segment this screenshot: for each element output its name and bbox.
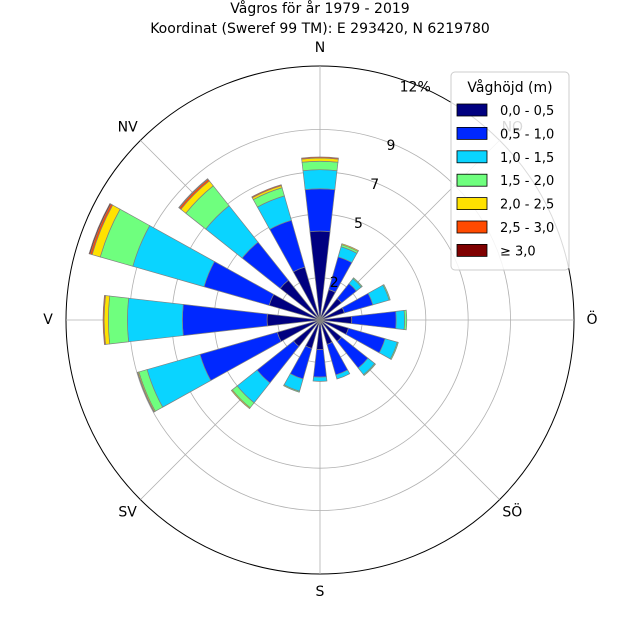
bar-sector-7-bin-2 — [335, 369, 351, 380]
bar-sector-3-bin-3 — [382, 284, 391, 301]
direction-label: SÖ — [502, 502, 522, 520]
legend-swatch — [456, 220, 488, 234]
direction-label: SV — [118, 504, 137, 520]
radial-tick-labels: 2 5 7 9 12% — [330, 79, 431, 291]
legend-items: 0,0 - 0,5 0,5 - 1,0 1,0 - 1,5 1,5 - 2,0 2,0 … — [456, 103, 554, 259]
direction-label: NV — [118, 120, 138, 136]
bar-sector-0-bin-5 — [301, 156, 339, 160]
chart-title-line1: Vågros för år 1979 - 2019 — [230, 0, 409, 17]
legend-swatch — [456, 127, 488, 140]
bar-sector-1-bin-4 — [341, 243, 359, 252]
bar-sector-8-bin-2 — [312, 376, 328, 382]
legend-box — [450, 71, 570, 271]
legend-swatch — [456, 197, 488, 211]
radial-tick-label: 2 — [330, 275, 339, 291]
bar-sector-0-bin-3 — [301, 160, 339, 172]
bar-sector-12-bin-3 — [107, 295, 130, 345]
bar-sector-6-bin-3 — [362, 362, 376, 376]
bar-sector-4-bin-3 — [403, 309, 408, 331]
legend-swatch — [456, 150, 488, 164]
radial-tick-label: 7 — [370, 177, 379, 193]
bar-sector-0-bin-2 — [302, 169, 338, 190]
radial-tick-label: 5 — [354, 216, 363, 232]
legend-title: Våghöjd (m) — [467, 79, 552, 96]
legend-label: 2,0 - 2,5 — [500, 198, 554, 213]
legend-label: 1,5 - 2,0 — [500, 174, 554, 189]
bar-sector-5-bin-3 — [389, 341, 399, 360]
legend: Våghöjd (m) 0,0 - 0,5 0,5 - 1,0 1,0 - 1,5 1… — [450, 71, 570, 271]
direction-label: V — [43, 312, 53, 328]
direction-label: S — [316, 584, 325, 600]
sector-bars — [88, 156, 408, 413]
legend-label: ≥ 3,0 — [500, 244, 536, 259]
radial-tick-label: 12% — [400, 79, 431, 95]
legend-swatch — [456, 103, 488, 117]
bar-sector-4-bin-2 — [395, 310, 406, 330]
bar-sector-15-bin-5 — [251, 184, 282, 199]
legend-label: 0,5 - 1,0 — [500, 127, 554, 142]
bar-sector-11-bin-5 — [136, 371, 155, 413]
bar-sector-10-bin-4 — [230, 389, 251, 410]
legend-swatch — [456, 173, 488, 187]
bar-sector-2-bin-3 — [352, 277, 363, 288]
legend-swatch — [456, 243, 488, 257]
bar-sector-0-bin-1 — [304, 188, 336, 233]
legend-label: 0,0 - 0,5 — [500, 104, 554, 119]
bar-sector-13-bin-6 — [88, 203, 112, 255]
bar-sector-14-bin-6 — [178, 178, 209, 209]
legend-label: 2,5 - 3,0 — [500, 221, 554, 236]
legend-label: 1,0 - 1,5 — [500, 151, 554, 166]
direction-label: Ö — [586, 310, 597, 328]
bar-sector-12-bin-1 — [182, 304, 268, 336]
radial-tick-label: 9 — [386, 138, 395, 154]
direction-label: N — [315, 40, 325, 56]
bar-sector-12-bin-5 — [102, 295, 106, 345]
chart-title-line2: Koordinat (Sweref 99 TM): E 293420, N 62… — [150, 21, 490, 37]
bar-sector-8-bin-1 — [313, 349, 327, 378]
bar-sector-4-bin-1 — [351, 310, 397, 330]
bar-sector-9-bin-3 — [283, 384, 301, 393]
bar-sector-12-bin-2 — [127, 297, 184, 343]
